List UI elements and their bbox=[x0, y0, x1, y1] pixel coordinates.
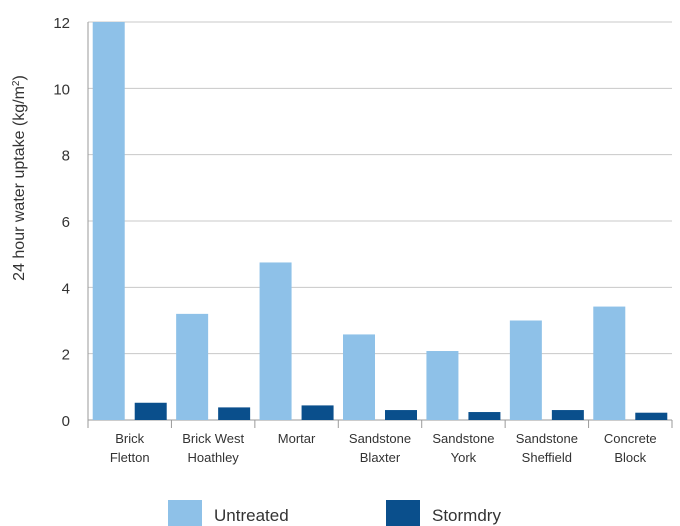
x-category-label: Blaxter bbox=[360, 450, 401, 465]
y-tick-label: 4 bbox=[62, 280, 70, 297]
bar-stormdry bbox=[635, 413, 667, 420]
y-tick-label: 10 bbox=[53, 81, 70, 98]
x-category-label: Sandstone bbox=[349, 431, 411, 446]
y-tick-label: 2 bbox=[62, 347, 70, 364]
x-category-label: Brick bbox=[115, 431, 144, 446]
y-tick-labels: 0 2 4 6 8 10 12 bbox=[53, 15, 70, 430]
bar-untreated bbox=[260, 262, 292, 420]
bar-untreated bbox=[593, 307, 625, 420]
bar-stormdry bbox=[552, 410, 584, 420]
legend-swatch-stormdry bbox=[386, 500, 420, 526]
x-category-label: Hoathley bbox=[187, 450, 239, 465]
x-category-label: Mortar bbox=[278, 431, 316, 446]
y-tick-label: 12 bbox=[53, 15, 70, 32]
bar-untreated bbox=[343, 334, 375, 420]
legend: Untreated Stormdry bbox=[168, 500, 501, 526]
legend-label-stormdry: Stormdry bbox=[432, 506, 501, 525]
y-tick-label: 6 bbox=[62, 214, 70, 231]
bar-untreated bbox=[426, 351, 458, 420]
bar-untreated bbox=[510, 321, 542, 421]
y-axis-title-main: 24 hour water uptake (kg/m bbox=[11, 86, 28, 281]
bar-untreated bbox=[176, 314, 208, 420]
bar-stormdry bbox=[385, 410, 417, 420]
bar-stormdry bbox=[468, 412, 500, 420]
x-category-label: Sheffield bbox=[522, 450, 572, 465]
y-axis-title: 24 hour water uptake (kg/m2) bbox=[11, 75, 29, 281]
bar-untreated bbox=[93, 22, 125, 420]
legend-label-untreated: Untreated bbox=[214, 506, 289, 525]
x-category-label: Brick West bbox=[182, 431, 244, 446]
x-category-label: Fletton bbox=[110, 450, 150, 465]
y-tick-label: 0 bbox=[62, 413, 70, 430]
x-category-label: Concrete bbox=[604, 431, 657, 446]
legend-swatch-untreated bbox=[168, 500, 202, 526]
bar-stormdry bbox=[218, 407, 250, 420]
x-category-label: Sandstone bbox=[516, 431, 578, 446]
x-category-label: Block bbox=[614, 450, 646, 465]
bar-stormdry bbox=[302, 405, 334, 420]
x-category-labels: Brick Fletton Brick West Hoathley Mortar Sand… bbox=[110, 431, 657, 465]
bar-stormdry bbox=[135, 403, 167, 420]
x-category-label: Sandstone bbox=[432, 431, 494, 446]
gridlines bbox=[88, 22, 672, 428]
y-axis-title-close: ) bbox=[11, 75, 28, 80]
x-category-label: York bbox=[451, 450, 477, 465]
y-tick-label: 8 bbox=[62, 148, 70, 165]
